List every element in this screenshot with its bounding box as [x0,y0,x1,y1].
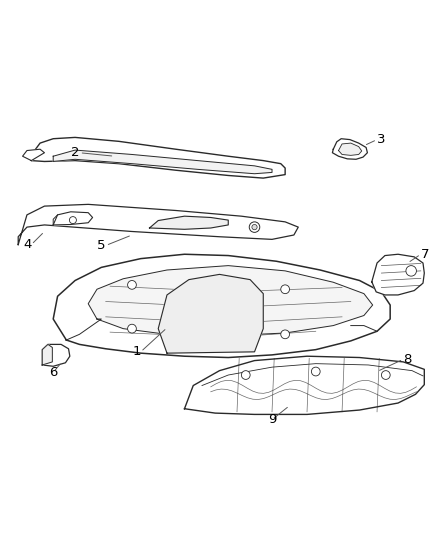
Circle shape [311,367,319,376]
Text: 1: 1 [132,345,141,358]
Polygon shape [42,344,52,365]
Text: 8: 8 [403,353,411,366]
Text: 5: 5 [97,239,106,252]
Polygon shape [88,265,372,336]
Polygon shape [42,344,70,366]
Circle shape [280,330,289,338]
Circle shape [249,222,259,232]
Polygon shape [53,254,389,358]
Text: 6: 6 [49,366,57,379]
Polygon shape [31,138,285,178]
Circle shape [280,285,289,294]
Circle shape [69,216,76,224]
Text: 4: 4 [23,238,31,251]
Polygon shape [158,274,263,353]
Polygon shape [371,254,424,295]
Polygon shape [149,216,228,229]
Circle shape [381,370,389,379]
Circle shape [241,370,250,379]
Circle shape [251,224,257,230]
Polygon shape [18,204,297,245]
Text: 9: 9 [267,413,276,426]
Polygon shape [53,150,272,174]
Polygon shape [184,356,424,415]
Circle shape [405,265,416,276]
Text: 2: 2 [71,146,79,159]
Polygon shape [332,139,367,159]
Circle shape [127,280,136,289]
Text: 3: 3 [376,133,385,146]
Circle shape [127,324,136,333]
Polygon shape [22,149,44,160]
Polygon shape [338,143,361,155]
Polygon shape [53,212,92,225]
Text: 7: 7 [420,248,428,261]
